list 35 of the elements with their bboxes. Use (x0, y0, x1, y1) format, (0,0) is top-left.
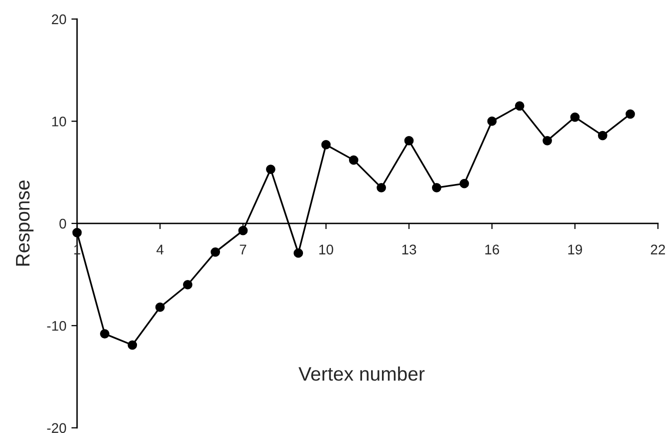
point (348, 155, 358, 165)
point (570, 112, 580, 122)
point (210, 247, 220, 257)
point (487, 116, 497, 126)
point (598, 130, 608, 140)
y-tick-label: -20 (47, 423, 66, 433)
point (376, 182, 386, 192)
y-tick-label: -10 (47, 320, 66, 331)
point (404, 136, 414, 146)
point (100, 329, 110, 338)
x-tick-label: 13 (402, 244, 416, 254)
y-tick-label: 20 (52, 14, 66, 24)
y-axis-title: Response (16, 180, 34, 266)
point (460, 178, 469, 188)
point (432, 182, 442, 192)
point (155, 302, 165, 312)
point (626, 109, 635, 119)
x-tick-label: 10 (319, 244, 334, 254)
point (238, 226, 248, 236)
x-tick-label: 19 (568, 244, 582, 254)
point (321, 140, 331, 150)
point (542, 136, 552, 146)
point (266, 164, 276, 174)
x-tick-label: 16 (485, 244, 500, 254)
point (294, 248, 304, 258)
point (514, 101, 524, 111)
y-tick-label: 0 (59, 218, 66, 229)
y-tick-label: 10 (52, 116, 66, 126)
point (183, 280, 192, 290)
x-axis-title: Vertex number (298, 366, 425, 381)
point (72, 228, 82, 238)
x-tick-label: 7 (240, 244, 246, 254)
x-tick-label: 22 (650, 244, 665, 254)
x-tick-label: 4 (156, 244, 164, 254)
point (128, 340, 138, 350)
